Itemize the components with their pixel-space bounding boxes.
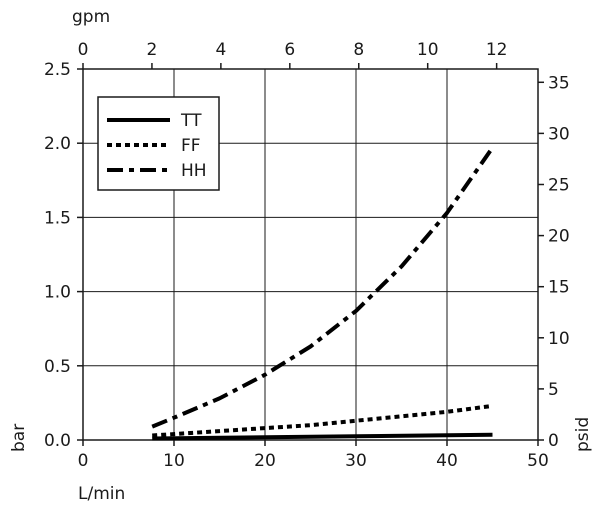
y-right-tick-label: 20: [548, 227, 570, 247]
series-line-ff: [152, 403, 493, 438]
y-right-tick-label: 35: [548, 73, 570, 93]
y-right-tick-label: 5: [548, 380, 559, 400]
y-left-axis-title: bar: [9, 424, 29, 452]
legend-label-ff: FF: [181, 136, 201, 156]
x-bottom-tick-label: 30: [345, 451, 367, 471]
series-line-hh: [151, 146, 495, 429]
x-bottom-axis-title: L/min: [78, 484, 125, 504]
x-top-tick-label: 4: [215, 40, 226, 60]
y-left-tick-label: 2.0: [44, 134, 71, 154]
y-right-tick-label: 25: [548, 175, 570, 195]
x-top-axis-title: gpm: [72, 7, 110, 27]
legend-label-hh: HH: [181, 161, 207, 181]
x-bottom-tick-label: 20: [254, 451, 276, 471]
legend: TT FF HH: [97, 96, 220, 191]
x-bottom-tick-label: 10: [163, 451, 185, 471]
x-top-tick-label: 2: [147, 40, 158, 60]
x-top-tick-label: 10: [417, 40, 439, 60]
x-bottom-tick-label: 40: [436, 451, 458, 471]
y-left-tick-label: 2.5: [44, 60, 71, 80]
y-right-tick-label: 0: [548, 431, 559, 451]
legend-label-tt: TT: [180, 111, 202, 131]
ticks: 0 10 20 30 40 500 2 4 6 8 10 120.00.51.01.52.02.505…: [44, 40, 570, 471]
y-left-tick-label: 0.5: [44, 357, 71, 377]
y-right-tick-label: 10: [548, 329, 570, 349]
x-top-tick-label: 0: [78, 40, 89, 60]
y-right-axis-title: psid: [573, 417, 593, 452]
y-left-tick-label: 1.0: [44, 283, 71, 303]
y-right-tick-label: 15: [548, 278, 570, 298]
x-top-tick-label: 6: [284, 40, 295, 60]
x-top-tick-label: 12: [486, 40, 508, 60]
y-left-tick-label: 0.0: [44, 431, 71, 451]
x-bottom-tick-label: 50: [527, 451, 549, 471]
series: [151, 146, 495, 441]
x-top-tick-label: 8: [353, 40, 364, 60]
y-left-tick-label: 1.5: [44, 208, 71, 228]
y-right-tick-label: 30: [548, 124, 570, 144]
series-line-tt: [152, 432, 493, 441]
plot-frame: [82, 68, 539, 441]
x-bottom-tick-label: 0: [78, 451, 89, 471]
